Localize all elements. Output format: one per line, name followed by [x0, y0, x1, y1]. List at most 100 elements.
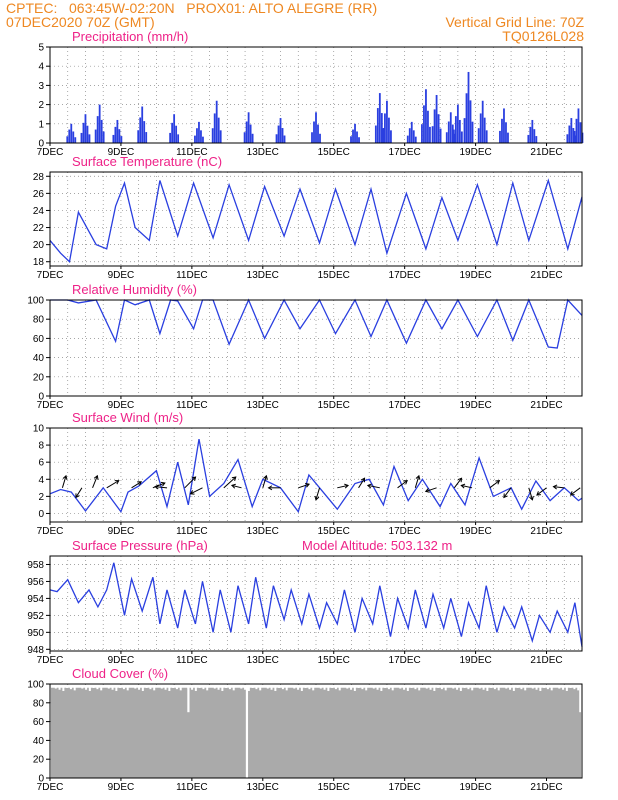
- humidity-title: Relative Humidity (%): [72, 282, 197, 297]
- cloud-edge-notch: [565, 686, 568, 691]
- ytick-label: 100: [27, 680, 44, 691]
- precip-bar: [352, 129, 354, 143]
- xtick-label: 11DEC: [176, 270, 208, 281]
- cloud-edge-notch: [440, 686, 443, 690]
- cloud-edge-notch: [452, 686, 455, 689]
- ytick-label: 20: [33, 240, 45, 251]
- cloud-edge-notch: [111, 686, 114, 690]
- ytick-label: 80: [33, 698, 45, 709]
- precip-bar: [499, 130, 501, 143]
- xtick-label: 9DEC: [108, 270, 135, 281]
- xtick-label: 13DEC: [247, 782, 279, 793]
- xtick-label: 19DEC: [459, 400, 491, 411]
- precip-bar: [529, 126, 532, 143]
- precip-bar: [458, 119, 461, 143]
- cloud-edge-notch: [104, 686, 106, 688]
- cloud-edge-notch: [577, 686, 580, 691]
- ytick-label: 24: [33, 206, 45, 217]
- cloud-edge-notch: [543, 686, 546, 688]
- wind-vector: [367, 484, 380, 489]
- precip-bar: [412, 130, 415, 143]
- cloud-edge-notch: [509, 686, 512, 690]
- wind-vector-head: [154, 484, 159, 490]
- humidity-panel: 0 20 40 60 80 100 7DEC 9DEC 11DEC 13DEC 15DEC 17DEC…: [27, 282, 583, 411]
- cloud-edge-notch: [433, 686, 436, 691]
- cloud-edge-notch: [384, 686, 387, 688]
- header-station: CPTEC: 063:45W-02:20N PROX01: ALTO ALEGR…: [6, 0, 378, 16]
- ytick-label: 26: [33, 189, 45, 200]
- wind-vector-head: [495, 480, 501, 485]
- wind-vector: [184, 476, 196, 489]
- precip-bar: [388, 117, 390, 143]
- cloud-edge-notch: [558, 686, 561, 689]
- cloud-edge-notch: [206, 686, 209, 691]
- ytick-label: 60: [33, 717, 45, 728]
- cloud-edge-notch: [403, 686, 406, 690]
- cloud-edge-notch: [528, 686, 530, 688]
- cloud-edge-notch: [437, 686, 440, 688]
- precip-bar: [408, 128, 411, 143]
- wind-vector-head: [263, 474, 268, 480]
- temperature-title: Surface Temperature (nC): [72, 154, 222, 169]
- ytick-label: 18: [33, 257, 45, 268]
- xtick-label: 9DEC: [108, 655, 135, 666]
- cloud-edge-notch: [88, 686, 91, 691]
- xtick-label: 19DEC: [459, 526, 491, 537]
- precip-bar: [380, 113, 383, 143]
- precip-bar: [247, 112, 250, 143]
- wind-vector: [528, 487, 533, 500]
- precip-bar: [574, 135, 577, 143]
- xtick-label: 19DEC: [459, 270, 491, 281]
- cloud-edge-notch: [191, 686, 194, 690]
- cloud-edge-notch: [395, 686, 398, 688]
- precip-bar: [311, 132, 313, 143]
- cloud-edge-notch: [58, 686, 61, 690]
- precip-bar: [374, 125, 377, 143]
- cloud-edge-notch: [425, 686, 428, 689]
- ytick-label: 6: [38, 458, 44, 469]
- precip-bar: [456, 104, 459, 143]
- precip-bar: [358, 137, 360, 143]
- cloud-edge-notch: [183, 686, 186, 688]
- pressure-title: Surface Pressure (hPa): [72, 538, 208, 553]
- temperature-panel: 18 20 22 24 26 28 7DEC 9DEC 11DEC 13DEC 15DEC 17DEC…: [33, 154, 583, 281]
- xtick-label: 7DEC: [37, 400, 64, 411]
- xtick-label: 15DEC: [318, 270, 350, 281]
- xtick-label: 19DEC: [459, 782, 491, 793]
- cloud-edge-notch: [210, 686, 212, 688]
- cloud-edge-notch: [157, 686, 159, 688]
- xtick-label: 19DEC: [459, 655, 491, 666]
- wind-vector-head: [160, 481, 166, 487]
- precip-bar: [118, 129, 121, 143]
- xtick-label: 7DEC: [37, 270, 64, 281]
- precipitation-panel: 0 1 2 3 4 5 7DEC 9DEC 11DEC 13DEC 15DEC 17DEC 19DEC 2…: [37, 29, 584, 158]
- cloud-gap: [579, 684, 582, 713]
- ytick-label: 28: [33, 172, 45, 183]
- cloud-edge-notch: [550, 686, 553, 691]
- cloud-edge-notch: [92, 686, 95, 688]
- precip-bar: [177, 134, 180, 143]
- cloud-edge-notch: [255, 686, 258, 690]
- cloud-edge-notch: [308, 686, 311, 690]
- precip-bar: [437, 114, 440, 143]
- wind-vector-head: [114, 480, 120, 485]
- wind-vector: [570, 487, 581, 496]
- cloud-edge-notch: [516, 686, 519, 688]
- cloud-edge-notch: [160, 686, 163, 689]
- cloud-edge-notch: [213, 686, 216, 689]
- precip-bar: [568, 125, 571, 143]
- xtick-label: 21DEC: [530, 526, 562, 537]
- precip-bar: [88, 134, 91, 143]
- cloud-edge-notch: [62, 686, 65, 691]
- wind-vector-head: [460, 483, 466, 489]
- precip-bar: [535, 136, 538, 143]
- cloud-edge-notch: [281, 686, 284, 690]
- cloud-edge-notch: [194, 686, 197, 691]
- cloud-edge-notch: [54, 686, 57, 689]
- cloud-edge-notch: [259, 686, 262, 691]
- wind-vector: [461, 484, 473, 489]
- wind-vector: [231, 484, 242, 489]
- cloud-edge-notch: [376, 686, 379, 690]
- cloud-edge-notch: [251, 686, 254, 688]
- ytick-label: 40: [33, 353, 45, 364]
